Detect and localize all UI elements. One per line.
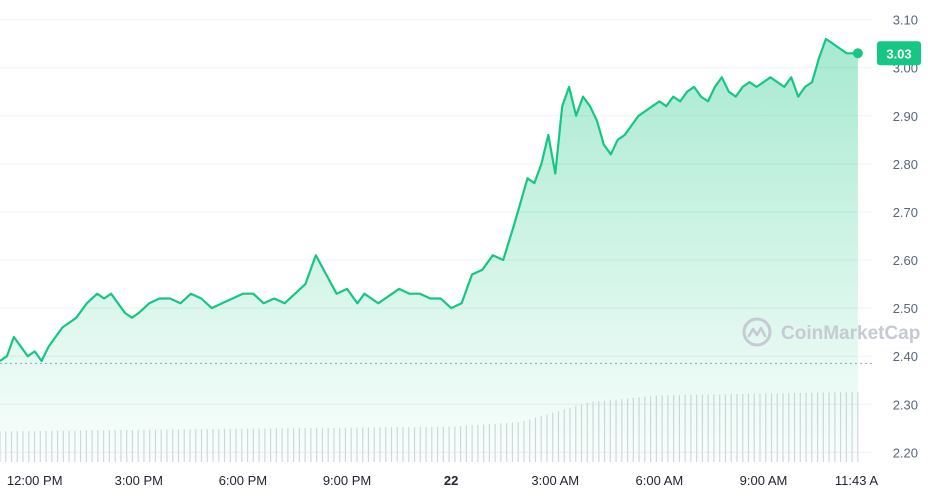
- coinmarketcap-logo-mark: [747, 326, 767, 338]
- x-tick-label: 9:00 AM: [740, 473, 788, 488]
- x-tick-label: 12:00 PM: [7, 473, 63, 488]
- x-tick-label: 6:00 AM: [636, 473, 684, 488]
- coinmarketcap-logo-icon: [742, 317, 772, 347]
- price-line: [0, 37, 858, 363]
- y-tick-label: 2.80: [893, 157, 918, 172]
- y-tick-label: 2.20: [893, 445, 918, 460]
- x-tick-label: 11:43 A: [835, 473, 878, 488]
- current-price-dot: [852, 48, 863, 59]
- x-tick-label: 6:00 PM: [219, 473, 267, 488]
- y-tick-label: 2.50: [893, 301, 918, 316]
- price-area-fill: [0, 38, 858, 463]
- current-price-label: 3.03: [886, 46, 911, 61]
- x-tick-label: 22: [444, 473, 458, 488]
- watermark-text: CoinMarketCap: [781, 323, 920, 344]
- x-tick-label: 3:00 PM: [115, 473, 163, 488]
- y-tick-label: 2.70: [893, 205, 918, 220]
- current-price-group: 3.03: [852, 41, 921, 66]
- y-tick-label: 2.40: [893, 349, 918, 364]
- current-price-badge: [877, 41, 921, 66]
- y-tick-label: 2.30: [893, 397, 918, 412]
- y-tick-label: 2.90: [893, 109, 918, 124]
- y-tick-label: 3.10: [893, 13, 918, 28]
- price-area-group: [0, 37, 858, 463]
- y-axis-ticks: 2.202.302.402.502.602.702.802.903.003.10: [893, 13, 918, 461]
- watermark: CoinMarketCap: [742, 317, 920, 347]
- x-tick-label: 3:00 AM: [531, 473, 579, 488]
- x-axis-ticks: 12:00 PM 3:00 PM 6:00 PM 9:00 PM 22 3:00 AM 6:…: [7, 473, 878, 488]
- y-tick-label: 2.60: [893, 253, 918, 268]
- x-tick-label: 9:00 PM: [323, 473, 371, 488]
